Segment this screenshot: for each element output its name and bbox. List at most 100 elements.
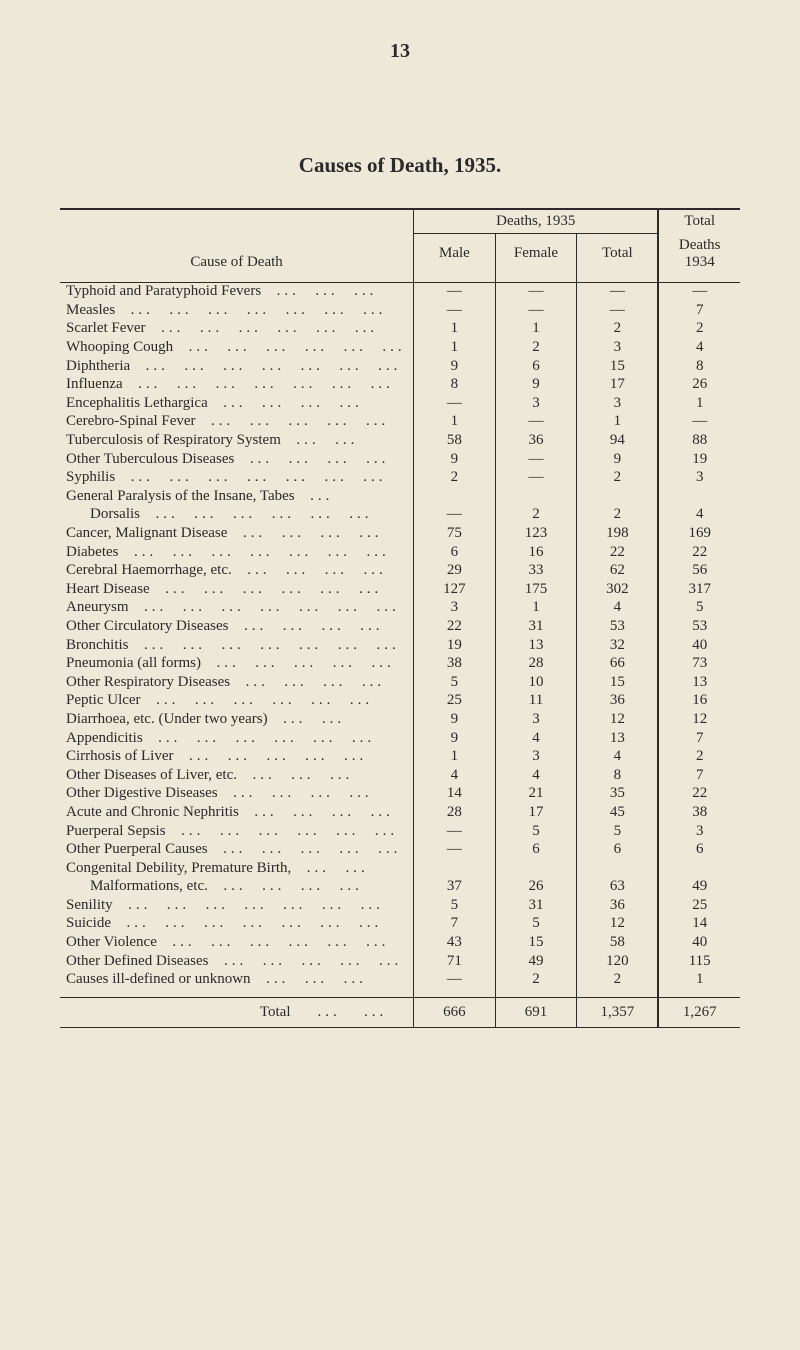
cell-female: 21 [495, 785, 577, 804]
cause-cell: Senility ... ... ... ... ... ... ... [60, 896, 414, 915]
cell-d1934: — [658, 413, 740, 432]
cell-d1934: 22 [658, 543, 740, 562]
cause-label: Suicide [66, 915, 111, 931]
cell-total: 120 [577, 952, 659, 971]
header-total-1934-mid: Deaths 1934 [658, 234, 740, 274]
cell-male: 28 [414, 803, 496, 822]
cell-total: 94 [577, 431, 659, 450]
cause-label: Aneurysm [66, 599, 129, 615]
cell-female: 33 [495, 561, 577, 580]
table-row: Cerebro-Spinal Fever ... ... ... ... ...… [60, 413, 740, 432]
cell-female: — [495, 468, 577, 487]
cell-male: 9 [414, 357, 496, 376]
cell-d1934: 19 [658, 450, 740, 469]
cell-d1934: 169 [658, 524, 740, 543]
header-female: Female [495, 234, 577, 274]
cause-label: Heart Disease [66, 581, 150, 597]
cell-female: 3 [495, 747, 577, 766]
cell-male: 9 [414, 710, 496, 729]
cell-male: 1 [414, 747, 496, 766]
cell-male: 6 [414, 543, 496, 562]
cell-d1934: 16 [658, 692, 740, 711]
cause-label: Peptic Ulcer [66, 692, 141, 708]
cause-label: Measles [66, 302, 115, 318]
table-row: Other Digestive Diseases ... ... ... ...… [60, 785, 740, 804]
cause-cell: General Paralysis of the Insane, Tabes .… [60, 487, 414, 506]
header-deaths-1935: Deaths, 1935 [414, 209, 659, 234]
leader-dots: ... ... ... [251, 971, 367, 987]
header-male: Male [414, 234, 496, 274]
cell-d1934: 2 [658, 747, 740, 766]
cell-d1934: 7 [658, 729, 740, 748]
cell-female: 31 [495, 896, 577, 915]
cause-cell: Cancer, Malignant Disease ... ... ... ..… [60, 524, 414, 543]
leader-dots: ... ... ... ... ... [201, 655, 395, 671]
table-title: Causes of Death, 1935. [60, 153, 740, 178]
cell-total: 2 [577, 970, 659, 989]
leader-dots: ... ... ... [237, 767, 353, 783]
cell-female: 2 [495, 506, 577, 525]
cell-female: 175 [495, 580, 577, 599]
leader-dots: ... ... ... ... [230, 674, 385, 690]
cause-cell: Congenital Debility, Premature Birth, ..… [60, 859, 414, 878]
cause-cell: Influenza ... ... ... ... ... ... ... [60, 375, 414, 394]
cell-male: 29 [414, 561, 496, 580]
cell-male: — [414, 822, 496, 841]
cell-total: 32 [577, 636, 659, 655]
table-row: Puerperal Sepsis ... ... ... ... ... ...… [60, 822, 740, 841]
cause-cell: Diabetes ... ... ... ... ... ... ... [60, 543, 414, 562]
cause-label: Acute and Chronic Nephritis [66, 804, 239, 820]
table-row: Whooping Cough ... ... ... ... ... ...12… [60, 338, 740, 357]
leader-dots: ... ... ... ... ... ... ... [115, 302, 386, 318]
table-row: Cancer, Malignant Disease ... ... ... ..… [60, 524, 740, 543]
table-row: Syphilis ... ... ... ... ... ... ...2—23 [60, 468, 740, 487]
cell-male: — [414, 506, 496, 525]
cell-d1934: 7 [658, 766, 740, 785]
cell-female: 15 [495, 933, 577, 952]
cell-total: 9 [577, 450, 659, 469]
cause-label: Cerebro-Spinal Fever [66, 413, 196, 429]
cell-male: — [414, 301, 496, 320]
cell-male: 1 [414, 320, 496, 339]
leader-dots: ... ... ... [261, 283, 377, 299]
cell-male: 75 [414, 524, 496, 543]
cell-d1934: 38 [658, 803, 740, 822]
cause-label: Cerebral Haemorrhage, etc. [66, 562, 232, 578]
table-row: Senility ... ... ... ... ... ... ...5313… [60, 896, 740, 915]
cell-female [495, 859, 577, 878]
table-row: Influenza ... ... ... ... ... ... ...891… [60, 375, 740, 394]
cell-total: 35 [577, 785, 659, 804]
cause-label: Other Respiratory Diseases [66, 674, 230, 690]
leader-dots: ... ... ... ... ... ... [166, 823, 399, 839]
cause-cell: Other Digestive Diseases ... ... ... ... [60, 785, 414, 804]
cell-d1934: 8 [658, 357, 740, 376]
cell-d1934: 4 [658, 338, 740, 357]
table-row: Pneumonia (all forms) ... ... ... ... ..… [60, 654, 740, 673]
cell-total: 3 [577, 394, 659, 413]
cell-total: 17 [577, 375, 659, 394]
cause-cell: Suicide ... ... ... ... ... ... ... [60, 915, 414, 934]
cell-female: 28 [495, 654, 577, 673]
table-row: Congenital Debility, Premature Birth, ..… [60, 859, 740, 878]
cell-d1934: 4 [658, 506, 740, 525]
leader-dots: ... ... ... ... ... ... [143, 730, 376, 746]
cell-total: 15 [577, 673, 659, 692]
total-dots: ... ... [294, 1004, 387, 1020]
header-cause: Cause of Death [60, 209, 414, 274]
cause-label: Causes ill-defined or unknown [66, 971, 251, 987]
cell-male: 9 [414, 450, 496, 469]
cause-label: Appendicitis [66, 730, 143, 746]
cause-cell: Other Tuberculous Diseases ... ... ... .… [60, 450, 414, 469]
cell-male: 25 [414, 692, 496, 711]
cell-male: 5 [414, 896, 496, 915]
table-row: Other Diseases of Liver, etc. ... ... ..… [60, 766, 740, 785]
leader-dots: ... ... ... ... ... [196, 413, 390, 429]
cause-cell: Other Defined Diseases ... ... ... ... .… [60, 952, 414, 971]
cell-total: 8 [577, 766, 659, 785]
leader-dots: ... [295, 488, 334, 504]
cell-female: 9 [495, 375, 577, 394]
table-row: Other Violence ... ... ... ... ... ...43… [60, 933, 740, 952]
header-total: Total [577, 234, 659, 274]
cell-d1934: 317 [658, 580, 740, 599]
header-1934-deaths-word: Deaths [679, 237, 721, 253]
